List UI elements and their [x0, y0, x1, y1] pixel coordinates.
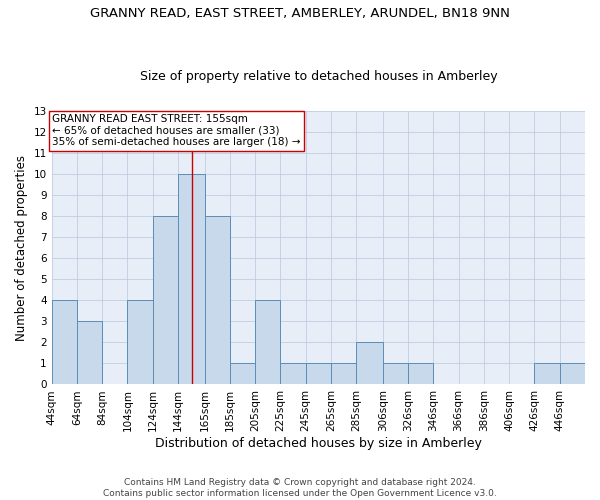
Bar	[255, 300, 280, 384]
X-axis label: Distribution of detached houses by size in Amberley: Distribution of detached houses by size …	[155, 437, 482, 450]
Bar	[153, 216, 178, 384]
Bar	[77, 322, 102, 384]
Bar	[356, 342, 383, 384]
Y-axis label: Number of detached properties: Number of detached properties	[15, 155, 28, 341]
Text: GRANNY READ, EAST STREET, AMBERLEY, ARUNDEL, BN18 9NN: GRANNY READ, EAST STREET, AMBERLEY, ARUN…	[90, 8, 510, 20]
Bar	[205, 216, 230, 384]
Title: Size of property relative to detached houses in Amberley: Size of property relative to detached ho…	[140, 70, 497, 84]
Text: GRANNY READ EAST STREET: 155sqm
← 65% of detached houses are smaller (33)
35% of: GRANNY READ EAST STREET: 155sqm ← 65% of…	[52, 114, 301, 148]
Bar	[331, 364, 356, 384]
Bar	[127, 300, 153, 384]
Bar	[535, 364, 560, 384]
Bar	[230, 364, 255, 384]
Bar	[280, 364, 305, 384]
Bar	[178, 174, 205, 384]
Bar	[383, 364, 408, 384]
Bar	[560, 364, 585, 384]
Bar	[305, 364, 331, 384]
Bar	[52, 300, 77, 384]
Bar	[408, 364, 433, 384]
Text: Contains HM Land Registry data © Crown copyright and database right 2024.
Contai: Contains HM Land Registry data © Crown c…	[103, 478, 497, 498]
